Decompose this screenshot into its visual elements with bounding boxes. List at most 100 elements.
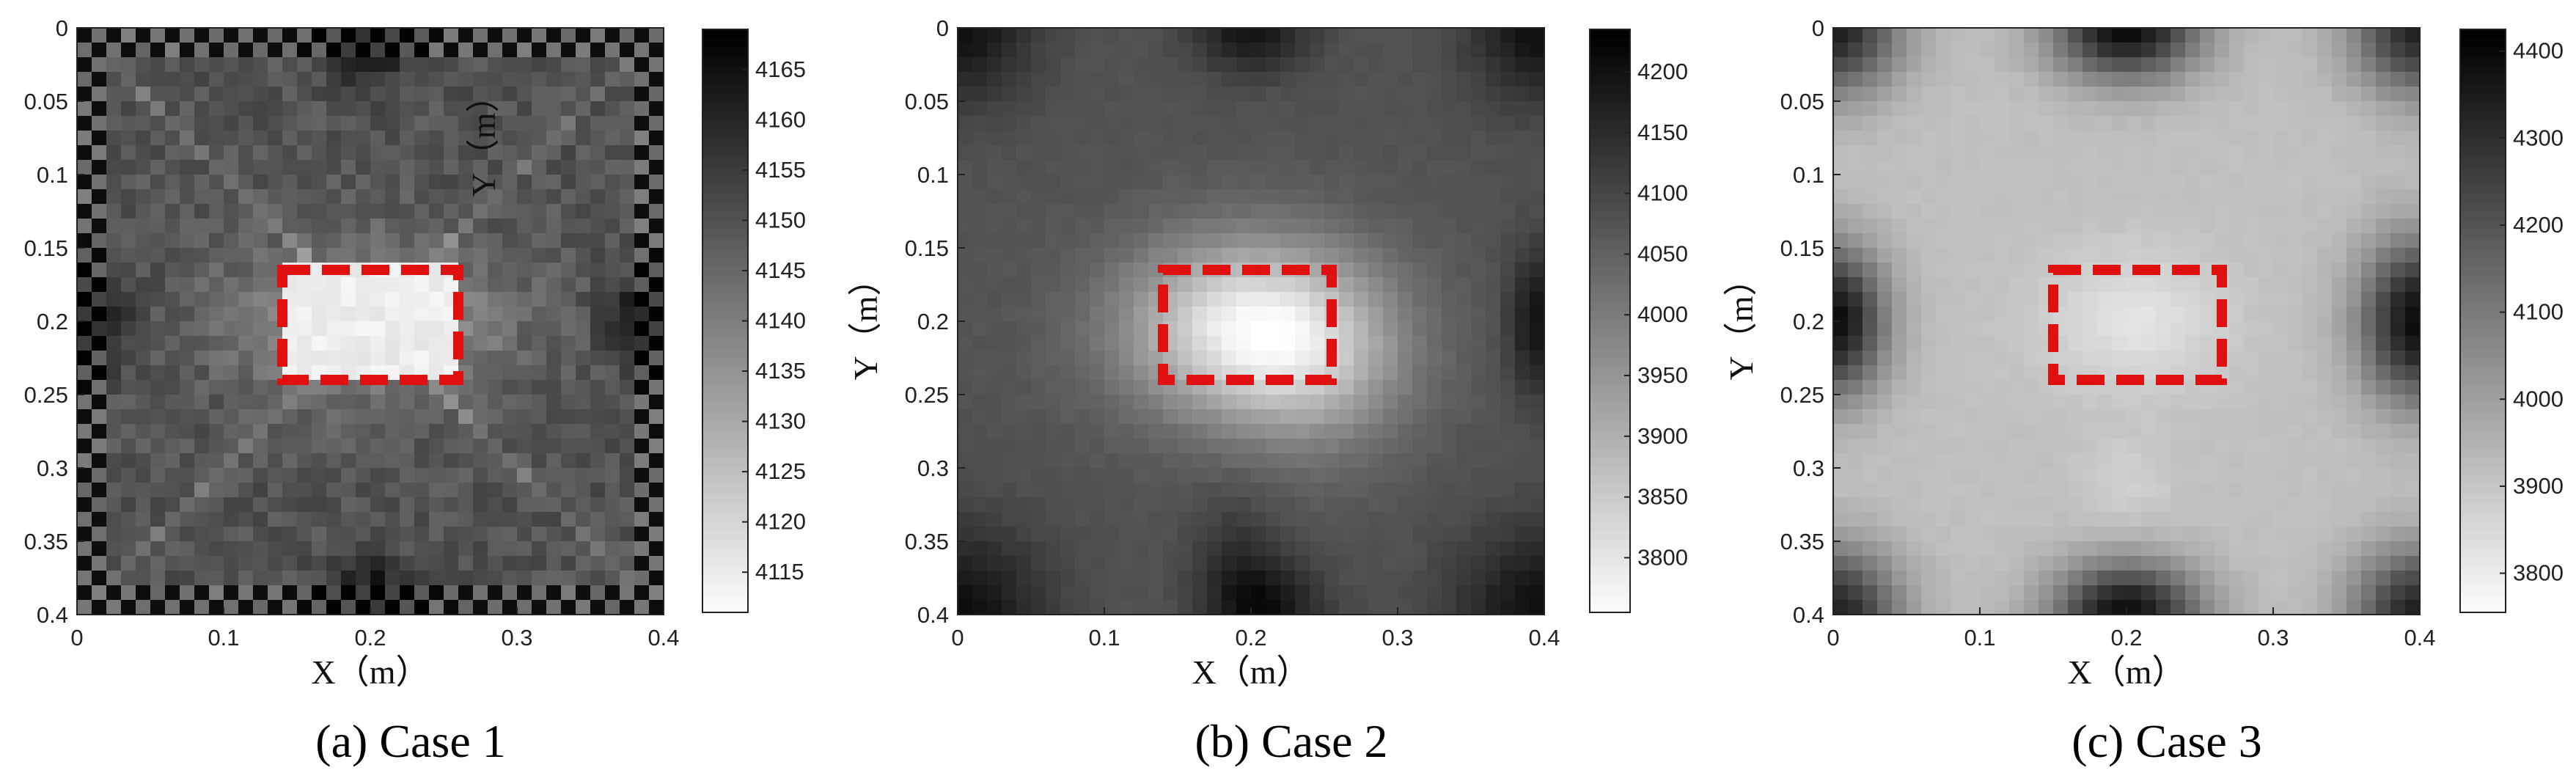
heatmap-cell [1222,233,1237,249]
heatmap-cell [1368,453,1384,469]
heatmap-cell [576,439,591,454]
heatmap-cell [1046,43,1061,58]
heatmap-cell [2376,145,2391,161]
heatmap-cell [1222,72,1237,87]
heatmap-cell [2112,351,2127,366]
heatmap-cell [1833,277,1849,293]
y-tick-label: 0.2 [37,309,68,334]
heatmap-cell [2141,585,2157,601]
heatmap-cell [2273,219,2289,234]
heatmap-cell [1530,527,1545,542]
heatmap-cell [2302,527,2318,542]
heatmap-cell [502,175,518,190]
heatmap-cell [576,600,591,615]
heatmap-cell [136,527,151,542]
heatmap-cell [2185,204,2201,219]
heatmap-cell [2288,380,2303,395]
heatmap-cell [1892,101,1907,117]
heatmap-cell [1486,292,1501,307]
heatmap-cell [1921,395,1937,410]
heatmap-cell [1442,189,1457,205]
heatmap-cell [1500,116,1516,131]
heatmap-cell [1833,365,1849,381]
heatmap-cell [2288,468,2303,483]
heatmap-cell [1427,321,1442,337]
heatmap-cell [429,439,444,454]
heatmap-cell [326,233,342,249]
heatmap-cell [92,175,107,190]
heatmap-cell [92,556,107,571]
heatmap-cell [2068,28,2083,43]
heatmap-cell [2112,175,2127,190]
heatmap-cell [2083,336,2098,351]
heatmap-cell [1515,43,1530,58]
heatmap-cell [634,145,650,161]
heatmap-cell [356,204,371,219]
heatmap-cell [2405,556,2421,571]
heatmap-cell [2390,277,2406,293]
heatmap-cell [1222,351,1237,366]
heatmap-cell [1060,541,1076,557]
heatmap-cell [1427,233,1442,249]
heatmap-cell [180,512,195,527]
heatmap-cell [136,248,151,263]
heatmap-cell [150,145,166,161]
heatmap-cell [1848,160,1863,175]
heatmap-cell [282,585,298,601]
heatmap-cell [1877,453,1893,469]
heatmap-cell [1471,556,1486,571]
heatmap-cell [136,395,151,410]
heatmap-cell [1877,292,1893,307]
heatmap-cell [620,87,635,102]
heatmap-cell [268,72,283,87]
heatmap-cell [1368,72,1384,87]
heatmap-cell [1134,131,1149,146]
heatmap-cell [2024,321,2039,337]
heatmap-cell [136,116,151,131]
heatmap-cell [502,307,518,322]
heatmap-cell [2302,87,2318,102]
heatmap-cell [1119,277,1134,293]
heatmap-cell [2332,483,2347,498]
heatmap-cell [1002,248,1017,263]
heatmap-cell [1486,541,1501,557]
heatmap-cell [1383,28,1398,43]
colorbar-swatch [702,75,748,85]
heatmap-cell [2083,189,2098,205]
heatmap-cell [2009,571,2025,586]
heatmap-cell [2405,351,2421,366]
heatmap-cell [1877,131,1893,146]
heatmap-cell [1848,248,1863,263]
heatmap-cell [1486,219,1501,234]
heatmap-cell [2083,541,2098,557]
heatmap-cell [1427,424,1442,439]
heatmap-cell [1398,307,1413,322]
heatmap-cell [297,439,312,454]
heatmap-cell [2405,204,2421,219]
heatmap-cell [1354,204,1369,219]
heatmap-cell [1471,145,1486,161]
heatmap-cell [2273,28,2289,43]
heatmap-cell [1530,585,1545,601]
heatmap-cell [2273,175,2289,190]
heatmap-cell [532,219,547,234]
heatmap-cell [1368,160,1384,175]
heatmap-cell [1995,351,2010,366]
heatmap-cell [209,292,224,307]
heatmap-cell [282,248,298,263]
heatmap-cell [1251,600,1266,615]
colorbar-swatch [702,202,748,213]
heatmap-cell [517,145,532,161]
heatmap-cell [1383,189,1398,205]
heatmap-cell [92,468,107,483]
heatmap-cell [458,175,474,190]
heatmap-cell [2097,160,2113,175]
heatmap-cell [634,556,650,571]
heatmap-cell [532,556,547,571]
heatmap-cell [1075,219,1090,234]
heatmap-cell [77,571,92,586]
heatmap-cell [2405,307,2421,322]
heatmap-cell [165,307,180,322]
colorbar-swatch [702,430,748,440]
heatmap-cell [2127,72,2142,87]
